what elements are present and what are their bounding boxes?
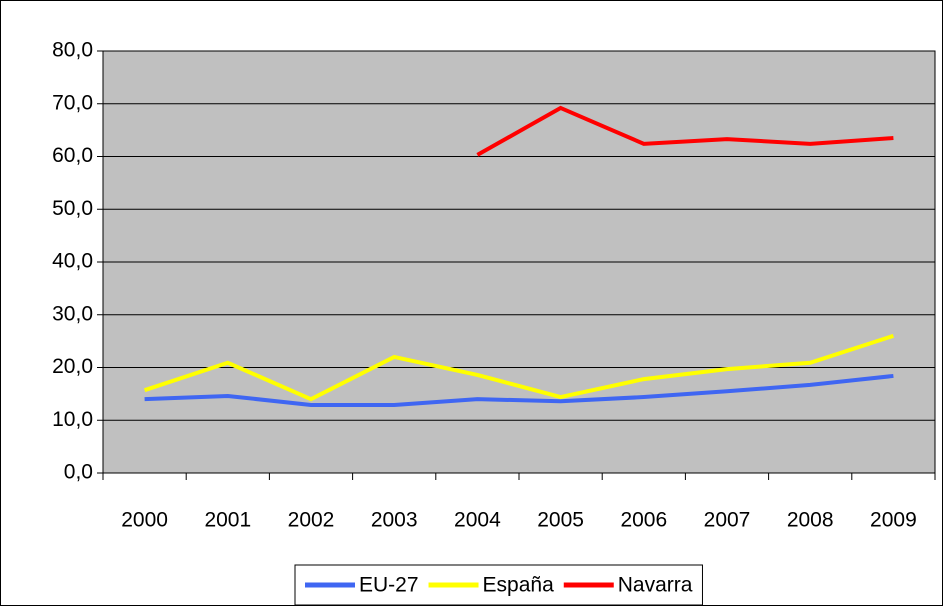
legend-label: Navarra bbox=[618, 574, 693, 597]
legend-label: EU-27 bbox=[359, 574, 419, 597]
series-line bbox=[143, 333, 895, 402]
y-tick-label: 60,0 bbox=[52, 144, 93, 167]
x-tick-label: 2002 bbox=[288, 509, 335, 532]
y-tick-label: 80,0 bbox=[52, 39, 93, 62]
x-tick-label: 2007 bbox=[704, 509, 751, 532]
legend-box bbox=[294, 564, 703, 606]
x-tick-label: 2004 bbox=[454, 509, 501, 532]
series-line bbox=[144, 373, 894, 407]
y-tick-label: 20,0 bbox=[52, 355, 93, 378]
x-tick-label: 2006 bbox=[620, 509, 667, 532]
x-tick-label: 2008 bbox=[787, 509, 834, 532]
legend: EU-27 España Navarra bbox=[294, 564, 703, 606]
y-tick-label: 50,0 bbox=[52, 197, 93, 220]
y-tick-label: 70,0 bbox=[52, 91, 93, 114]
x-tick-label: 2009 bbox=[870, 509, 917, 532]
legend-label: España bbox=[483, 574, 555, 597]
y-tick-label: 30,0 bbox=[52, 302, 93, 325]
y-tick-label: 0,0 bbox=[64, 461, 93, 484]
y-tick-label: 10,0 bbox=[52, 408, 93, 431]
series-line bbox=[476, 105, 894, 157]
x-tick-label: 2003 bbox=[371, 509, 418, 532]
y-tick-label: 40,0 bbox=[52, 250, 93, 273]
x-tick-label: 2005 bbox=[537, 509, 584, 532]
x-tick-label: 2001 bbox=[204, 509, 251, 532]
x-tick-label: 2000 bbox=[121, 509, 168, 532]
